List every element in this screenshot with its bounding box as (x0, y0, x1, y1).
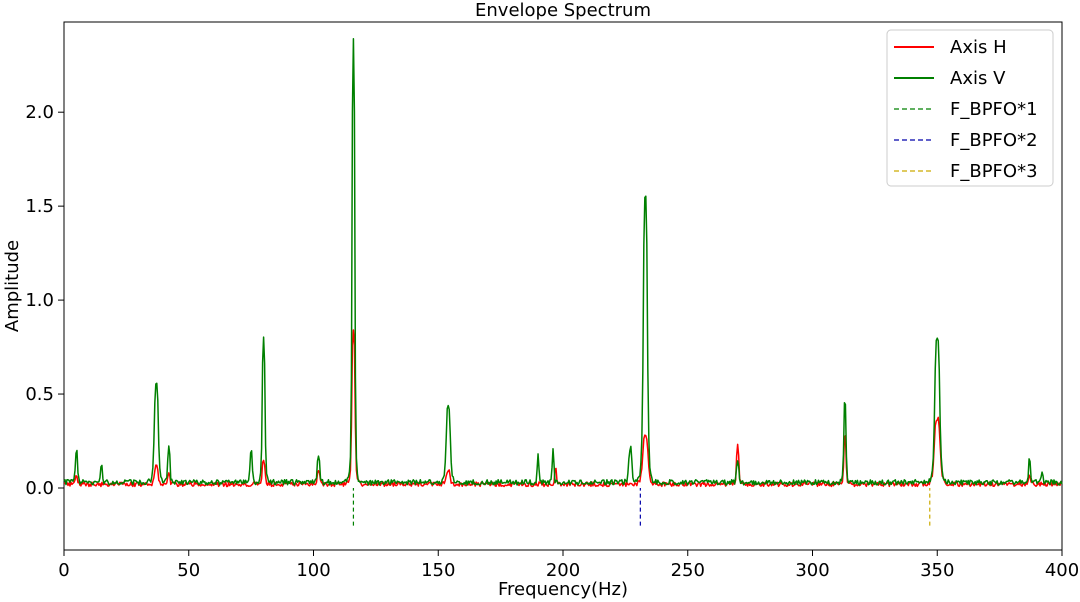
series-layer (63, 38, 1063, 488)
y-tick-label: 1.0 (25, 290, 54, 311)
legend-label: Axis V (950, 68, 1006, 89)
legend-label: F_BPFO*3 (950, 161, 1038, 182)
series-line-axis-h (63, 329, 1063, 488)
x-axis-label: Frequency(Hz) (498, 579, 628, 600)
y-tick-label: 0.5 (25, 384, 54, 405)
x-tick-label: 150 (421, 560, 455, 581)
y-axis-label: Amplitude (2, 240, 23, 332)
x-tick-label: 350 (920, 560, 954, 581)
x-tick-label: 250 (671, 560, 705, 581)
y-axis-ticks: 0.0 0.5 1.0 1.5 2.0 (25, 102, 64, 499)
x-tick-label: 400 (1045, 560, 1079, 581)
x-tick-label: 100 (296, 560, 330, 581)
legend-label: F_BPFO*2 (950, 130, 1038, 151)
x-tick-label: 300 (795, 560, 829, 581)
x-tick-label: 0 (58, 560, 69, 581)
reference-lines (352, 487, 931, 526)
x-tick-label: 50 (177, 560, 200, 581)
x-tick-label: 200 (546, 560, 580, 581)
legend-frame (886, 29, 1054, 187)
x-axis-ticks: 0 50 100 150 200 250 300 350 400 (58, 550, 1079, 581)
y-tick-label: 2.0 (25, 102, 54, 123)
legend-label: F_BPFO*1 (950, 99, 1038, 120)
series-line-axis-v (63, 38, 1063, 486)
y-tick-label: 1.5 (25, 196, 54, 217)
legend-label: Axis H (950, 37, 1007, 58)
chart-title: Envelope Spectrum (475, 0, 651, 21)
y-tick-label: 0.0 (25, 478, 54, 499)
legend: Axis H Axis V F_BPFO*1 F_BPFO*2 F_BPFO*3 (886, 29, 1054, 187)
